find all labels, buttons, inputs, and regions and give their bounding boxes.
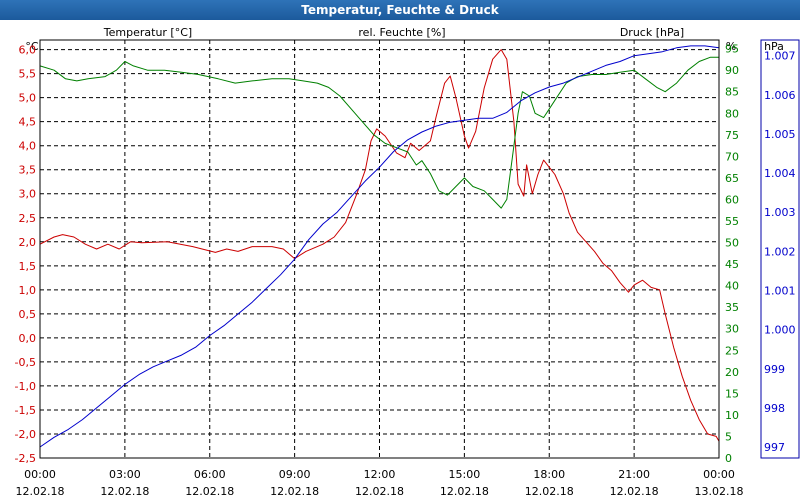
humidity-tick-label: 30: [725, 323, 739, 336]
series-humidity-line: [39, 55, 720, 209]
humidity-tick-label: 55: [725, 215, 739, 228]
humidity-tick-label: 80: [725, 107, 739, 120]
humidity-unit: %: [726, 40, 736, 53]
tick-labels: -2,5 -2,0 -1,5 -1,0 -0,5 0,0 0,5 1,0 1,5 2,0 2,5 3,…: [15, 43, 796, 498]
window-title: Temperatur, Feuchte & Druck: [0, 0, 800, 20]
temperature-tick-label: 3,0: [19, 188, 37, 201]
humidity-tick-label: 60: [725, 193, 739, 206]
x-tick-date: 12.02.18: [185, 485, 234, 498]
x-tick-time: 06:00: [194, 468, 226, 481]
pressure-tick-label: 1.007: [764, 50, 796, 63]
x-tick-date: 12.02.18: [525, 485, 574, 498]
temperature-tick-label: 5,5: [19, 68, 37, 81]
humidity-tick-label: 20: [725, 366, 739, 379]
humidity-axis-label: rel. Feuchte [%]: [358, 26, 445, 39]
humidity-tick-label: 45: [725, 258, 739, 271]
humidity-tick-label: 10: [725, 409, 739, 422]
x-tick-date: 12.02.18: [16, 485, 65, 498]
pressure-tick-label: 999: [764, 363, 785, 376]
temperature-tick-label: 4,0: [19, 140, 37, 153]
x-tick-time: 09:00: [279, 468, 311, 481]
x-tick-time: 12:00: [364, 468, 396, 481]
temperature-tick-label: 0,5: [19, 308, 37, 321]
x-tick-time: 15:00: [449, 468, 481, 481]
pressure-tick-label: 997: [764, 441, 785, 454]
pressure-unit: hPa: [764, 40, 784, 53]
temperature-axis-label: Temperatur [°C]: [103, 26, 192, 39]
x-tick-time: 18:00: [533, 468, 565, 481]
temperature-tick-label: -2,5: [15, 452, 36, 465]
grid: [40, 39, 719, 458]
temperature-tick-label: 5,0: [19, 92, 37, 105]
humidity-tick-label: 95: [725, 43, 739, 56]
x-tick-date: 12.02.18: [270, 485, 319, 498]
pressure-tick-label: 1.006: [764, 89, 796, 102]
pressure-tick-label: 998: [764, 402, 785, 415]
pressure-tick-label: 1.005: [764, 128, 796, 141]
x-tick-date: 12.02.18: [100, 485, 149, 498]
pressure-axis-frame: [760, 39, 800, 459]
temperature-tick-label: 0,0: [19, 332, 37, 345]
humidity-tick-label: 40: [725, 280, 739, 293]
x-tick-time: 00:00: [24, 468, 56, 481]
temperature-tick-label: 1,0: [19, 284, 37, 297]
humidity-tick-label: 50: [725, 237, 739, 250]
humidity-tick-label: 70: [725, 150, 739, 163]
temperature-tick-label: -1,0: [15, 380, 36, 393]
x-tick-date: 12.02.18: [440, 485, 489, 498]
x-tick-time: 03:00: [109, 468, 141, 481]
humidity-tick-label: 90: [725, 64, 739, 77]
temperature-tick-label: -1,5: [15, 404, 36, 417]
series-temperature-line: [39, 49, 720, 442]
humidity-tick-label: 0: [725, 452, 732, 465]
humidity-tick-label: 75: [725, 129, 739, 142]
temperature-tick-label: 2,0: [19, 236, 37, 249]
x-tick-date: 12.02.18: [355, 485, 404, 498]
series-pressure-line: [39, 45, 720, 448]
pressure-tick-label: 1.004: [764, 167, 796, 180]
pressure-tick-label: 1.001: [764, 284, 796, 297]
pressure-tick-label: 1.003: [764, 206, 796, 219]
x-tick-date: 12.02.18: [610, 485, 659, 498]
humidity-tick-label: 65: [725, 172, 739, 185]
series-lines: [39, 45, 720, 448]
pressure-tick-label: 1.002: [764, 245, 796, 258]
x-tick-time: 00:00: [703, 468, 735, 481]
x-tick-date: 13.02.18: [695, 485, 744, 498]
temperature-tick-label: 4,5: [19, 116, 37, 129]
temperature-tick-label: -2,0: [15, 428, 36, 441]
temperature-tick-label: 6,0: [19, 44, 37, 57]
chart: Temperatur [°C] °C rel. Feuchte [%] % Dr…: [15, 26, 800, 498]
humidity-tick-label: 25: [725, 344, 739, 357]
temperature-unit: °C: [25, 40, 39, 53]
x-tick-time: 21:00: [618, 468, 650, 481]
humidity-tick-label: 85: [725, 86, 739, 99]
humidity-tick-label: 15: [725, 387, 739, 400]
humidity-tick-label: 35: [725, 301, 739, 314]
temperature-tick-label: 1,5: [19, 260, 37, 273]
temperature-tick-label: -0,5: [15, 356, 36, 369]
temperature-tick-label: 3,5: [19, 164, 37, 177]
temperature-tick-label: 2,5: [19, 212, 37, 225]
plot-frame: [39, 39, 720, 459]
pressure-tick-label: 1.000: [764, 324, 796, 337]
pressure-axis-label: Druck [hPa]: [620, 26, 684, 39]
humidity-tick-label: 5: [725, 430, 732, 443]
